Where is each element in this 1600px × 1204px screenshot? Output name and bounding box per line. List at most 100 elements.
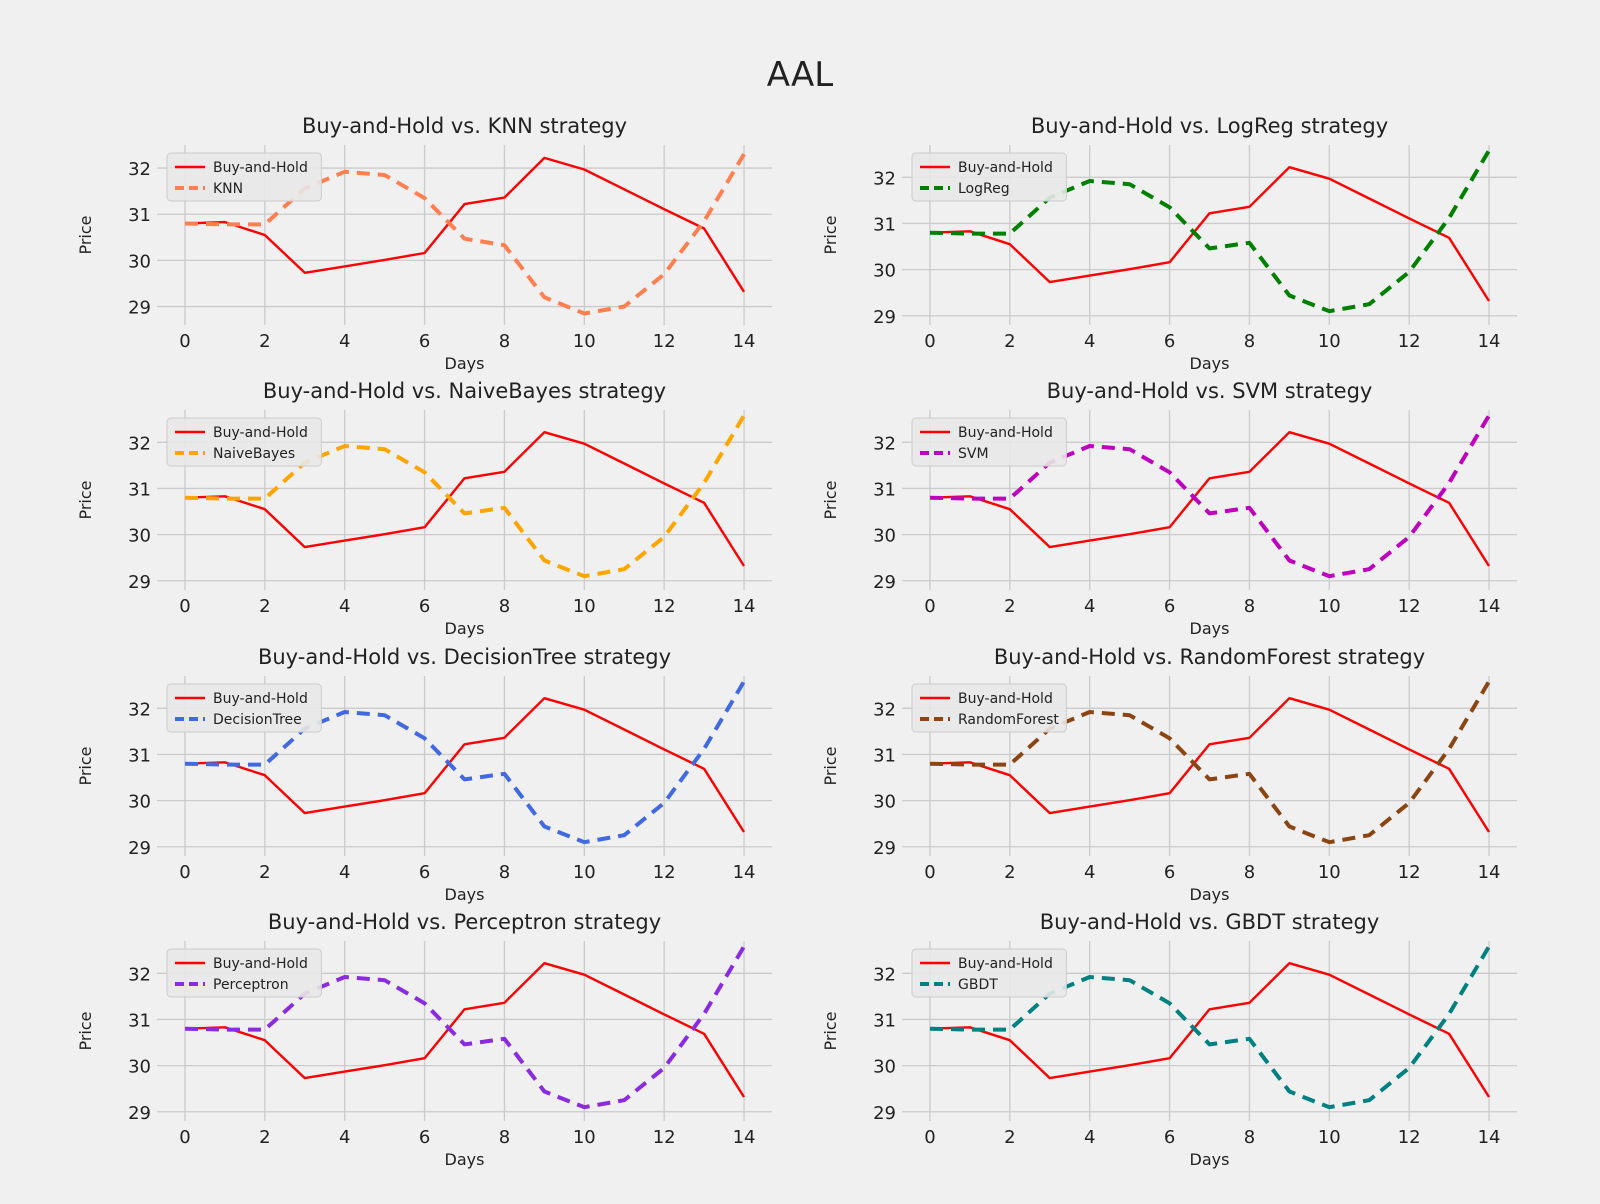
x-tick-label: 0 [179, 596, 190, 617]
x-tick-label: 4 [339, 331, 350, 352]
x-tick-label: 0 [924, 862, 935, 883]
x-tick-label: 4 [339, 1127, 350, 1148]
x-axis-label: Days [1190, 885, 1230, 904]
legend-box [911, 152, 1067, 202]
x-tick-label: 8 [499, 1127, 510, 1148]
legend-label: GBDT [958, 977, 998, 993]
series-line [929, 414, 1491, 579]
series-line [184, 962, 746, 1098]
series-line [184, 153, 746, 316]
x-tick-label: 10 [1318, 331, 1341, 352]
series-line [929, 165, 1491, 302]
series-line [929, 149, 1491, 314]
legend-box [911, 948, 1067, 998]
chart-panel: 0 2 4 6 8 10 12 14 29 30 31 32 Buy-and-Hold vs. KNN … [76, 114, 772, 373]
chart-panel: 0 2 4 6 8 10 12 14 29 30 31 32 Buy-and-Hold vs. LogR… [821, 114, 1517, 373]
y-tick-label: 30 [128, 792, 151, 813]
x-tick-label: 12 [1398, 1127, 1421, 1148]
y-tick-label: 29 [128, 298, 151, 319]
y-axis-label: Price [76, 480, 95, 519]
series-line [184, 697, 746, 833]
legend-box [166, 948, 322, 998]
chart-panel: 0 2 4 6 8 10 12 14 29 30 31 32 Buy-and-Hold vs. SVM … [821, 379, 1517, 638]
x-tick-label: 4 [1084, 1127, 1095, 1148]
legend-label: Buy-and-Hold [958, 425, 1053, 441]
x-tick-label: 14 [1478, 331, 1501, 352]
y-tick-label: 30 [873, 1057, 896, 1078]
x-axis-label: Days [445, 354, 485, 373]
x-axis-label: Days [1190, 619, 1230, 638]
subplot-title: Buy-and-Hold vs. Perceptron strategy [268, 910, 661, 934]
y-tick-label: 29 [873, 572, 896, 593]
x-tick-label: 10 [573, 596, 596, 617]
x-tick-label: 8 [499, 331, 510, 352]
x-tick-label: 2 [259, 1127, 270, 1148]
legend-label: Buy-and-Hold [958, 160, 1053, 176]
x-tick-label: 4 [1084, 331, 1095, 352]
chart-panel: 0 2 4 6 8 10 12 14 29 30 31 32 Buy-and-Hold vs. GBDT… [821, 910, 1517, 1169]
x-tick-label: 10 [1318, 862, 1341, 883]
chart-panel: 0 2 4 6 8 10 12 14 29 30 31 32 Buy-and-Hold vs. Deci… [76, 645, 772, 904]
x-tick-label: 0 [924, 331, 935, 352]
y-tick-label: 30 [873, 526, 896, 547]
y-tick-label: 32 [128, 964, 151, 985]
y-axis-label: Price [76, 215, 95, 254]
y-axis-label: Price [821, 215, 840, 254]
chart-panel: 0 2 4 6 8 10 12 14 29 30 31 32 Buy-and-Hold vs. Rand… [821, 645, 1517, 904]
subplot-title: Buy-and-Hold vs. DecisionTree strategy [258, 645, 671, 669]
legend-label: Buy-and-Hold [213, 425, 308, 441]
x-tick-label: 12 [653, 331, 676, 352]
x-tick-label: 6 [1164, 596, 1175, 617]
x-tick-label: 14 [733, 331, 756, 352]
series-line [929, 962, 1491, 1098]
y-tick-label: 30 [873, 261, 896, 282]
x-axis-label: Days [445, 619, 485, 638]
x-tick-label: 6 [1164, 862, 1175, 883]
x-tick-label: 12 [653, 596, 676, 617]
y-tick-label: 32 [873, 699, 896, 720]
legend-label: Perceptron [213, 977, 289, 993]
x-tick-label: 10 [573, 331, 596, 352]
x-axis-label: Days [445, 885, 485, 904]
subplot-title: Buy-and-Hold vs. RandomForest strategy [994, 645, 1425, 669]
chart-panel: 0 2 4 6 8 10 12 14 29 30 31 32 Buy-and-Hold vs. Naiv… [76, 379, 772, 638]
x-axis-label: Days [445, 1150, 485, 1169]
x-tick-label: 8 [1244, 862, 1255, 883]
x-tick-label: 0 [924, 596, 935, 617]
x-axis-label: Days [1190, 354, 1230, 373]
x-tick-label: 6 [419, 331, 430, 352]
x-tick-label: 4 [1084, 596, 1095, 617]
subplot-title: Buy-and-Hold vs. SVM strategy [1047, 379, 1373, 403]
subplot-title: Buy-and-Hold vs. LogReg strategy [1031, 114, 1388, 138]
figure-title: AAL [767, 55, 833, 95]
x-tick-label: 4 [1084, 862, 1095, 883]
y-tick-label: 32 [128, 699, 151, 720]
series-line [929, 680, 1491, 845]
legend-label: NaiveBayes [213, 446, 295, 462]
y-tick-label: 31 [128, 479, 151, 500]
y-tick-label: 32 [873, 168, 896, 189]
series-line [184, 156, 746, 293]
y-tick-label: 29 [873, 838, 896, 859]
x-tick-label: 10 [573, 1127, 596, 1148]
x-tick-label: 12 [1398, 331, 1421, 352]
y-tick-label: 32 [873, 433, 896, 454]
legend-box [911, 683, 1067, 733]
legend-label: Buy-and-Hold [213, 160, 308, 176]
x-tick-label: 6 [419, 862, 430, 883]
x-tick-label: 2 [259, 596, 270, 617]
legend-label: Buy-and-Hold [213, 956, 308, 972]
legend-label: SVM [958, 446, 989, 462]
x-tick-label: 2 [1004, 862, 1015, 883]
legend-label: KNN [213, 181, 243, 197]
y-axis-label: Price [76, 1011, 95, 1050]
x-tick-label: 2 [1004, 1127, 1015, 1148]
y-tick-label: 32 [873, 964, 896, 985]
y-tick-label: 31 [873, 479, 896, 500]
x-tick-label: 2 [259, 331, 270, 352]
y-tick-label: 31 [873, 1010, 896, 1031]
legend-label: DecisionTree [213, 712, 302, 728]
x-tick-label: 6 [419, 596, 430, 617]
